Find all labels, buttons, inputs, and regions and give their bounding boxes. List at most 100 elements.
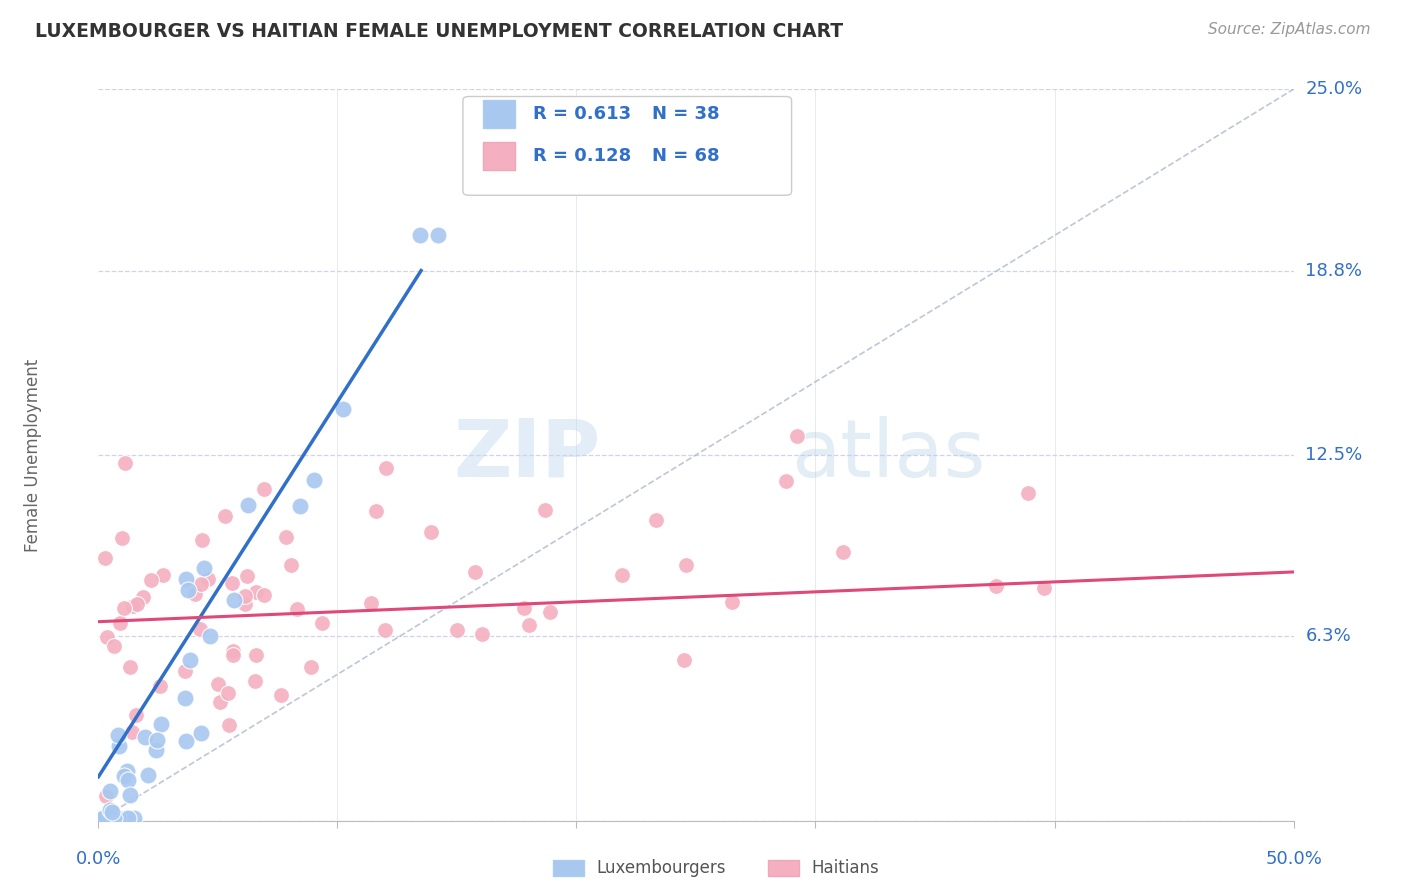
Point bbox=[471, 626, 494, 640]
Point bbox=[236, 569, 259, 583]
Point bbox=[236, 498, 259, 512]
Text: ZIP: ZIP bbox=[453, 416, 600, 494]
Point bbox=[125, 708, 148, 723]
Point bbox=[409, 228, 432, 243]
Point bbox=[96, 630, 118, 644]
Point bbox=[831, 545, 853, 559]
Point bbox=[420, 525, 443, 540]
Point bbox=[290, 499, 312, 513]
Point bbox=[117, 772, 139, 787]
Point bbox=[360, 596, 382, 610]
Text: 18.8%: 18.8% bbox=[1305, 261, 1362, 279]
Point bbox=[125, 597, 148, 611]
Point bbox=[193, 560, 215, 574]
Point bbox=[775, 474, 797, 488]
Text: R = 0.128: R = 0.128 bbox=[533, 147, 631, 165]
Point bbox=[104, 811, 127, 825]
Text: 0.0%: 0.0% bbox=[76, 850, 121, 868]
Point bbox=[173, 690, 195, 705]
Point bbox=[91, 811, 114, 825]
Point bbox=[112, 769, 135, 783]
Point bbox=[299, 660, 322, 674]
Point bbox=[221, 576, 243, 591]
Point bbox=[190, 726, 212, 740]
Point bbox=[209, 695, 232, 709]
Point bbox=[115, 764, 138, 778]
Point bbox=[136, 768, 159, 782]
Point bbox=[1032, 581, 1054, 595]
Point bbox=[107, 728, 129, 742]
Point bbox=[519, 618, 541, 632]
Point bbox=[145, 743, 167, 757]
Text: atlas: atlas bbox=[792, 416, 986, 494]
FancyBboxPatch shape bbox=[768, 860, 799, 876]
Point bbox=[222, 644, 245, 658]
Point bbox=[173, 664, 195, 678]
Point bbox=[645, 513, 668, 527]
Point bbox=[207, 676, 229, 690]
Point bbox=[280, 558, 302, 572]
Point bbox=[984, 579, 1007, 593]
Point bbox=[110, 615, 132, 630]
Text: 6.3%: 6.3% bbox=[1305, 627, 1351, 645]
Point bbox=[233, 589, 256, 603]
Point bbox=[534, 503, 557, 517]
Point bbox=[233, 597, 256, 611]
Point bbox=[103, 639, 125, 653]
FancyBboxPatch shape bbox=[463, 96, 792, 195]
Text: LUXEMBOURGER VS HAITIAN FEMALE UNEMPLOYMENT CORRELATION CHART: LUXEMBOURGER VS HAITIAN FEMALE UNEMPLOYM… bbox=[35, 22, 844, 41]
Text: N = 68: N = 68 bbox=[652, 147, 720, 165]
Point bbox=[111, 531, 134, 545]
Point bbox=[221, 648, 243, 662]
Text: N = 38: N = 38 bbox=[652, 105, 720, 123]
Point bbox=[139, 573, 162, 587]
Point bbox=[276, 530, 298, 544]
Point bbox=[93, 811, 115, 825]
Point bbox=[91, 811, 114, 825]
Point bbox=[540, 605, 562, 619]
Point bbox=[675, 558, 697, 572]
Point bbox=[217, 686, 239, 700]
Point bbox=[245, 648, 267, 662]
Point bbox=[332, 402, 354, 417]
Point bbox=[214, 508, 236, 523]
Point bbox=[134, 731, 156, 745]
Point bbox=[672, 653, 695, 667]
Point bbox=[612, 568, 634, 582]
Point bbox=[118, 788, 141, 802]
Point bbox=[152, 567, 174, 582]
Point bbox=[198, 629, 221, 643]
Point bbox=[446, 623, 468, 637]
Point bbox=[145, 733, 167, 747]
Point bbox=[120, 660, 142, 674]
Point bbox=[253, 482, 276, 496]
Point bbox=[285, 602, 308, 616]
Point bbox=[179, 653, 201, 667]
Text: Female Unemployment: Female Unemployment bbox=[24, 359, 42, 551]
Point bbox=[374, 624, 396, 638]
Point bbox=[114, 811, 136, 825]
Point bbox=[245, 585, 267, 599]
Point bbox=[132, 591, 155, 605]
Point bbox=[191, 533, 214, 548]
Point bbox=[103, 811, 125, 825]
Point bbox=[122, 811, 145, 825]
Point bbox=[96, 789, 118, 803]
Point bbox=[364, 504, 387, 518]
Text: 50.0%: 50.0% bbox=[1265, 850, 1322, 868]
Point bbox=[117, 811, 139, 825]
Point bbox=[464, 566, 486, 580]
Point bbox=[1017, 485, 1039, 500]
FancyBboxPatch shape bbox=[553, 860, 583, 876]
Text: 12.5%: 12.5% bbox=[1305, 446, 1362, 464]
Point bbox=[148, 679, 170, 693]
Point bbox=[512, 600, 534, 615]
Point bbox=[114, 456, 136, 470]
Point bbox=[253, 588, 276, 602]
Point bbox=[218, 717, 240, 731]
Point bbox=[721, 595, 744, 609]
Point bbox=[108, 739, 131, 753]
Text: Luxembourgers: Luxembourgers bbox=[596, 859, 725, 877]
Point bbox=[122, 599, 145, 613]
Point bbox=[374, 460, 396, 475]
